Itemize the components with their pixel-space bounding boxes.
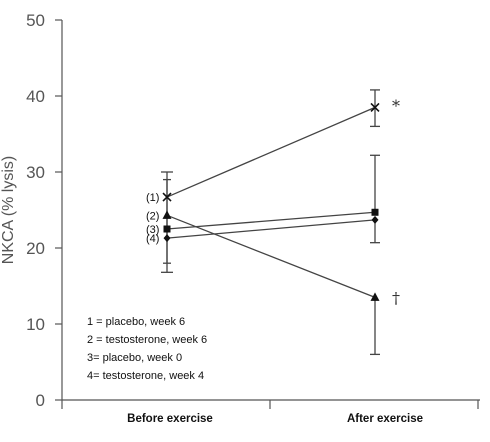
y-tick-label: 0 xyxy=(36,391,45,410)
x-axis-categories: Before exercise After exercise xyxy=(127,413,423,425)
legend-entry: 4= testosterone, week 4 xyxy=(87,370,204,382)
data-point-x xyxy=(162,192,172,202)
x-category-label: Before exercise xyxy=(127,413,213,425)
data-point-x xyxy=(370,102,380,112)
data-point-triangle xyxy=(370,292,380,301)
data-point-square xyxy=(163,225,171,233)
significance-annotation: * xyxy=(392,96,400,115)
y-tick-label: 50 xyxy=(26,11,45,30)
series-markers xyxy=(162,102,380,301)
x-category-label: After exercise xyxy=(347,413,423,425)
significance-annotation: † xyxy=(392,288,400,307)
legend-entry: 2 = testosterone, week 6 xyxy=(87,334,207,346)
series-line-1 xyxy=(166,106,376,198)
series-lines xyxy=(166,106,376,299)
y-tick-label: 20 xyxy=(26,239,45,258)
axes xyxy=(61,20,480,409)
y-tick-label: 40 xyxy=(26,87,45,106)
y-tick-label: 10 xyxy=(26,315,45,334)
data-point-diamond xyxy=(371,215,379,224)
y-axis-label: NKCA (% lysis) xyxy=(0,156,17,264)
series-line-2 xyxy=(166,214,376,299)
y-axis-ticks: 0 10 20 30 40 50 xyxy=(26,11,62,410)
y-tick-label: 30 xyxy=(26,163,45,182)
series-labels: (1) * (2) † (3)(4) xyxy=(146,96,400,307)
series-line-4 xyxy=(166,219,376,239)
series-label: (1) xyxy=(146,192,159,204)
legend: 1 = placebo, week 6 2 = testosterone, wee… xyxy=(87,316,207,382)
series-label: (2) xyxy=(146,210,159,222)
series-line-3 xyxy=(166,211,376,230)
series-label: (3) xyxy=(146,224,159,236)
data-point-square xyxy=(371,208,379,216)
legend-entry: 3= placebo, week 0 xyxy=(87,352,182,364)
series-label: (4) xyxy=(146,233,159,245)
data-point-triangle xyxy=(162,210,172,219)
data-point-diamond xyxy=(163,234,171,243)
legend-entry: 1 = placebo, week 6 xyxy=(87,316,185,328)
